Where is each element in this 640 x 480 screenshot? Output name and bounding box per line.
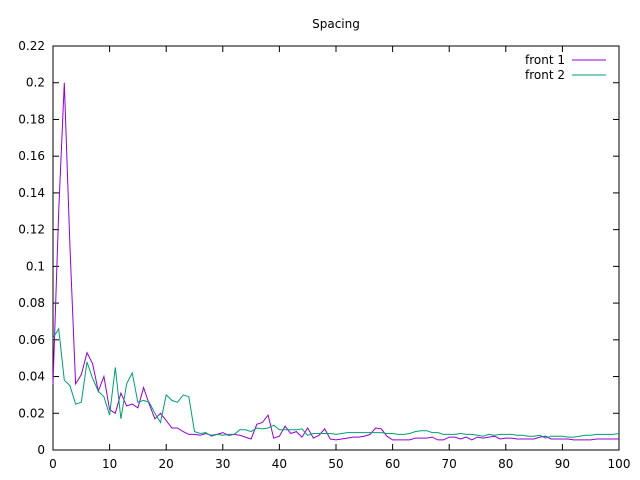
y-tick-label: 0.22 (18, 39, 45, 53)
y-tick-label: 0.2 (26, 76, 45, 90)
x-tick-label: 90 (555, 457, 570, 471)
x-tick-label: 40 (272, 457, 287, 471)
y-tick-label: 0.12 (18, 223, 45, 237)
x-tick-label: 80 (498, 457, 513, 471)
y-tick-label: 0.1 (26, 259, 45, 273)
x-tick-label: 0 (49, 457, 57, 471)
y-tick-label: 0 (37, 443, 45, 457)
x-tick-label: 70 (442, 457, 457, 471)
series-line-1 (52, 82, 619, 441)
x-tick-label: 30 (215, 457, 230, 471)
y-tick-label: 0.14 (18, 186, 45, 200)
series-line-2 (52, 327, 620, 439)
legend-label-2: front 2 (525, 68, 565, 82)
y-tick-label: 0.08 (18, 296, 45, 310)
y-tick-label: 0.06 (18, 333, 45, 347)
x-tick-label: 100 (608, 457, 631, 471)
axes: 0 10 20 30 40 50 60 70 80 90 100 0 0.02 0.04 0.06 0.08 0… (18, 39, 630, 471)
x-tick-label: 20 (159, 457, 174, 471)
x-tick-label: 60 (385, 457, 400, 471)
plot-border (52, 45, 620, 451)
y-tick-label: 0.16 (18, 149, 45, 163)
x-tick-label: 10 (102, 457, 117, 471)
series-layer (52, 82, 620, 441)
chart-title: Spacing (312, 17, 360, 31)
y-tick-label: 0.18 (18, 112, 45, 126)
x-tick-label: 50 (328, 457, 343, 471)
y-tick-label: 0.02 (18, 406, 45, 420)
y-tick-label: 0.04 (18, 370, 45, 384)
legend-label-1: front 1 (525, 53, 565, 67)
